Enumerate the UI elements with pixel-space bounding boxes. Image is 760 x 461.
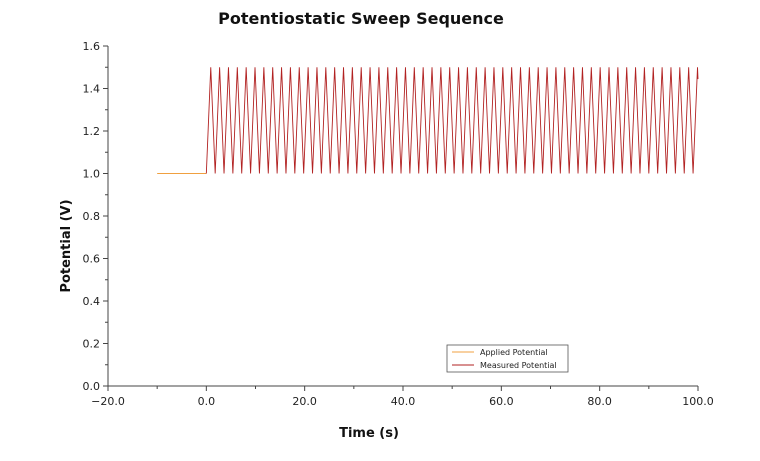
y-tick-label: 0.6	[83, 253, 101, 266]
y-tick-label: 0.8	[83, 210, 101, 223]
y-axis-title: Potential (V)	[59, 199, 74, 292]
x-ticks: −20.0 0.0 20.0 40.0 60.0 80.0 100.0	[91, 386, 714, 408]
x-tick-label: 40.0	[391, 395, 416, 408]
plot-area	[157, 67, 699, 174]
chart-title: Potentiostatic Sweep Sequence	[218, 9, 504, 28]
x-tick-label: 60.0	[489, 395, 514, 408]
x-tick-label: 100.0	[682, 395, 714, 408]
x-tick-label: 80.0	[587, 395, 612, 408]
x-tick-label: 20.0	[292, 395, 317, 408]
legend-label-applied: Applied Potential	[480, 348, 548, 357]
x-axis-title: Time (s)	[339, 426, 399, 441]
y-tick-label: 0.4	[83, 295, 101, 308]
series-measured-potential	[205, 67, 699, 174]
legend: Applied Potential Measured Potential	[446, 344, 569, 373]
y-tick-label: 1.4	[83, 83, 101, 96]
x-tick-label: −20.0	[91, 395, 125, 408]
y-tick-label: 0.2	[83, 338, 101, 351]
y-tick-label: 0.0	[83, 380, 101, 393]
y-tick-label: 1.2	[83, 125, 101, 138]
legend-label-measured: Measured Potential	[480, 361, 557, 370]
y-tick-label: 1.6	[83, 40, 101, 53]
legend-box	[446, 344, 569, 373]
x-tick-label: 0.0	[198, 395, 216, 408]
y-ticks: 0.0 0.2 0.4 0.6 0.8 1.0 1.2 1.4 1.6	[83, 40, 108, 393]
y-tick-label: 1.0	[83, 168, 101, 181]
